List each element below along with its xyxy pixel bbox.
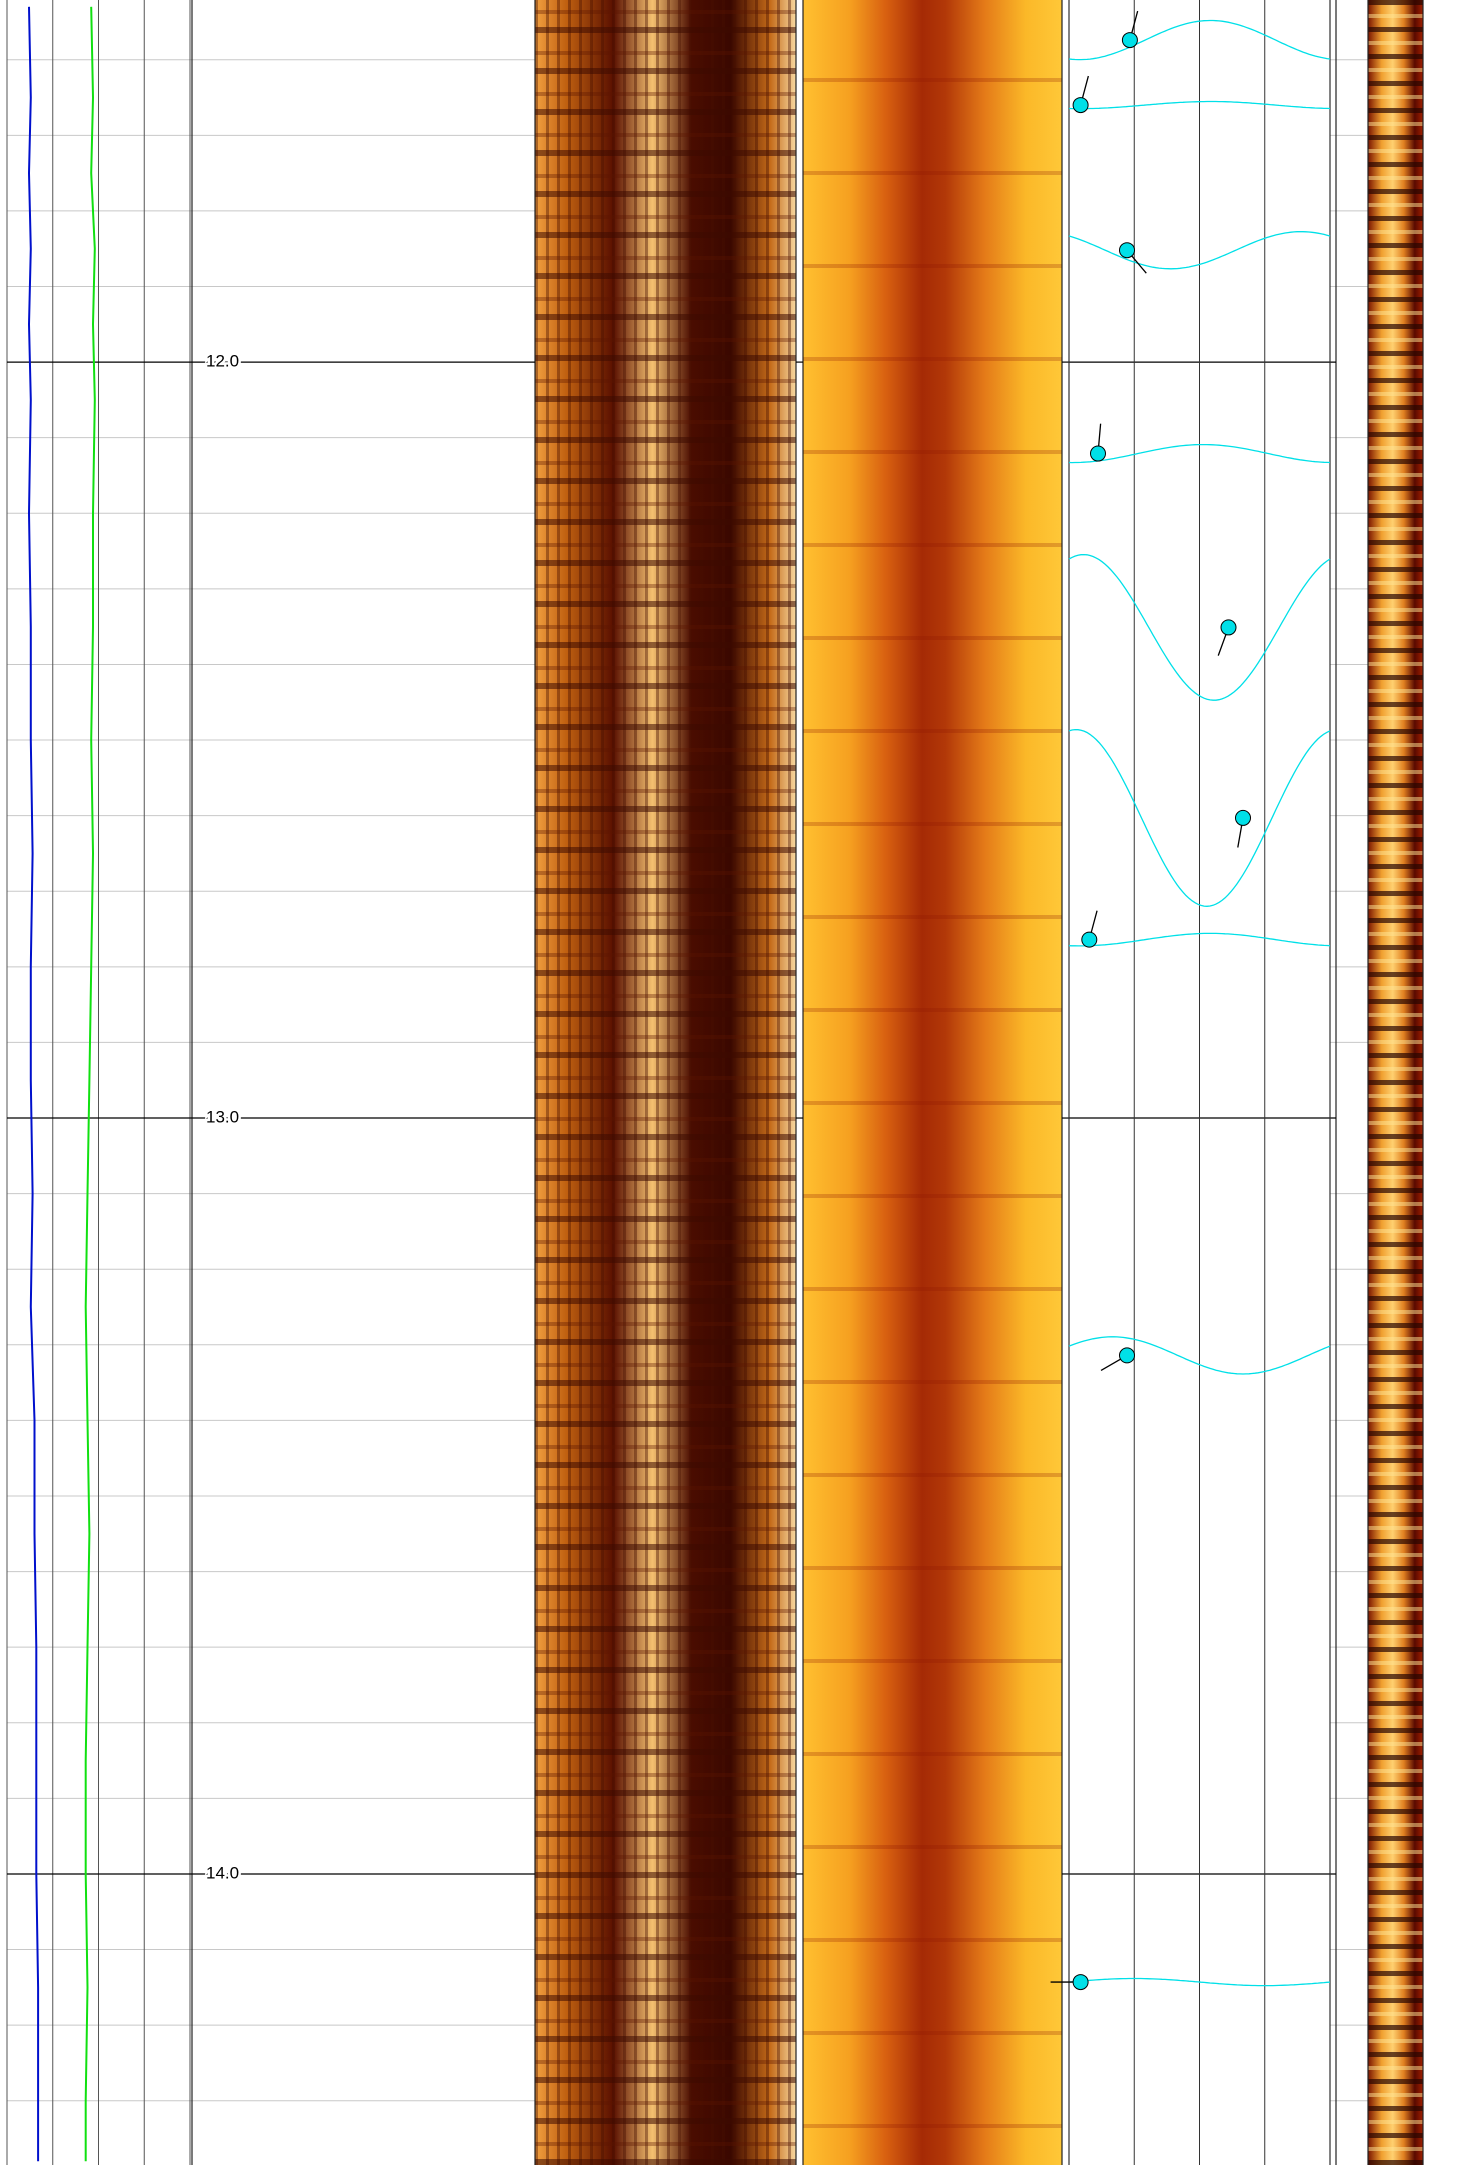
depth-label: 14.0 [206, 1863, 239, 1882]
tadpole [1221, 620, 1236, 635]
tadpole [1082, 932, 1097, 947]
depth-label: 12.0 [206, 352, 239, 371]
tadpole [1122, 33, 1137, 48]
log-curve [86, 7, 95, 2161]
well-log-page: {"chart_data": [ {"type": "line", "ylim"… [0, 0, 1458, 2165]
log-curve [29, 7, 38, 2161]
tadpole [1073, 1975, 1088, 1990]
tadpole [1120, 1348, 1135, 1363]
tadpole [1120, 243, 1135, 258]
depth-label: 13.0 [206, 1108, 239, 1127]
well-log: 12.0 13.0 14.0 [0, 0, 1458, 2165]
tadpole [1073, 98, 1088, 113]
tadpole [1236, 810, 1251, 825]
tadpole [1091, 446, 1106, 461]
